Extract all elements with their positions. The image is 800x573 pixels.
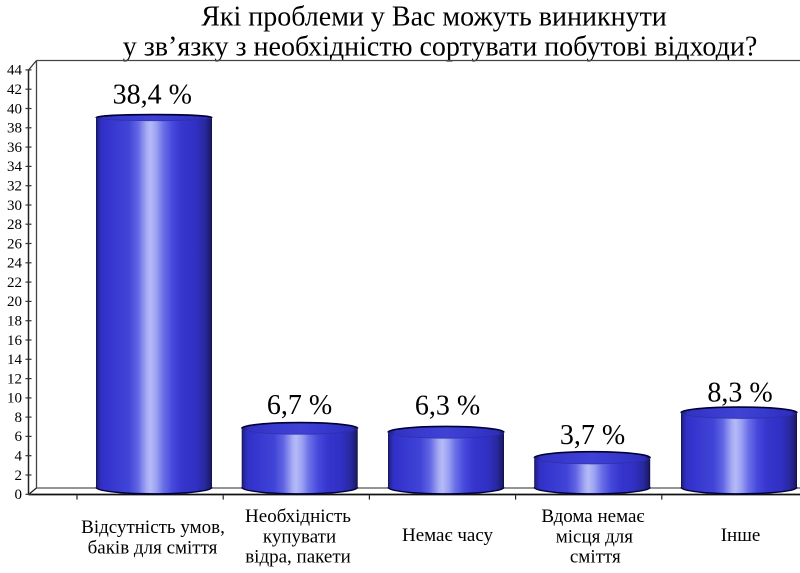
svg-text:6: 6	[15, 429, 23, 445]
svg-text:6,7 %: 6,7 %	[267, 390, 332, 421]
svg-text:Відсутність умов,: Відсутність умов,	[81, 517, 225, 538]
svg-text:30: 30	[7, 198, 22, 214]
svg-text:8: 8	[15, 410, 23, 426]
svg-text:36: 36	[7, 140, 23, 156]
svg-text:24: 24	[7, 256, 23, 272]
svg-text:34: 34	[7, 159, 23, 175]
svg-text:Необхідність: Необхідність	[245, 506, 351, 527]
svg-text:Немає часу: Немає часу	[402, 525, 494, 546]
svg-text:Які проблеми у Вас можуть вини: Які проблеми у Вас можуть виникнути	[201, 2, 667, 33]
svg-text:32: 32	[7, 179, 22, 195]
svg-text:18: 18	[7, 314, 22, 330]
svg-text:баків для сміття: баків для сміття	[88, 538, 218, 559]
svg-text:3,7 %: 3,7 %	[560, 420, 625, 451]
svg-text:12: 12	[7, 371, 22, 387]
svg-text:Інше: Інше	[721, 525, 761, 546]
svg-text:8,3 %: 8,3 %	[707, 378, 772, 409]
svg-text:26: 26	[7, 236, 23, 252]
svg-text:38: 38	[7, 121, 22, 137]
svg-text:купувати: купувати	[263, 526, 336, 547]
svg-text:38,4 %: 38,4 %	[113, 80, 192, 111]
svg-text:20: 20	[7, 294, 22, 310]
svg-text:Вдома немає: Вдома немає	[541, 506, 644, 527]
svg-text:6,3 %: 6,3 %	[415, 391, 480, 422]
svg-text:16: 16	[7, 333, 23, 349]
svg-text:28: 28	[7, 217, 22, 233]
svg-text:у зв’язку з необхідністю сорту: у зв’язку з необхідністю сортувати побут…	[123, 32, 758, 63]
svg-text:42: 42	[7, 82, 22, 98]
svg-text:14: 14	[7, 352, 23, 368]
svg-text:10: 10	[7, 391, 22, 407]
svg-text:0: 0	[15, 487, 23, 503]
svg-text:40: 40	[7, 101, 22, 117]
svg-text:місця для: місця для	[556, 526, 634, 547]
svg-text:відра, пакети: відра, пакети	[245, 547, 351, 568]
svg-text:2: 2	[15, 468, 23, 484]
svg-text:22: 22	[7, 275, 22, 291]
svg-text:4: 4	[15, 449, 23, 465]
svg-text:44: 44	[7, 63, 23, 79]
svg-text:сміття: сміття	[570, 547, 621, 568]
